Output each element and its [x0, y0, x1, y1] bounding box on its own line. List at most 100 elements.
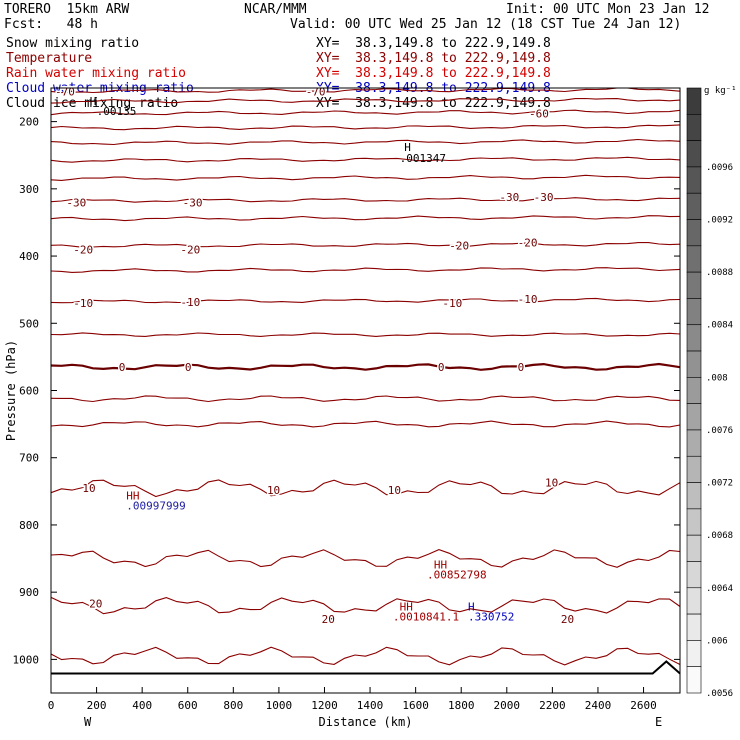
y-tick-label: 200	[19, 116, 39, 129]
extremum-label: HH	[400, 600, 413, 613]
temperature-contour	[50, 297, 681, 304]
contour-label: -10	[180, 296, 200, 309]
colorbar-segment	[686, 140, 702, 168]
y-axis-title: Pressure (hPa)	[4, 340, 18, 441]
temperature-contour	[50, 97, 681, 104]
east-label: E	[655, 715, 662, 729]
colorbar-unit: g kg⁻¹	[704, 86, 737, 96]
colorbar-tick-label: .0068	[706, 531, 733, 541]
colorbar-segment	[686, 455, 702, 483]
extremum-label: H	[404, 141, 411, 154]
field-name: Rain water mixing ratio	[6, 66, 187, 81]
contour-label: -60	[529, 108, 549, 121]
x-tick-label: 1000	[266, 699, 293, 712]
temperature-contour	[50, 174, 681, 181]
colorbar-segment	[686, 587, 702, 615]
colorbar-segment	[686, 377, 702, 404]
contour-label: -70	[306, 85, 326, 98]
field-xy: XY= 38.3,149.8 to 222.9,149.8	[316, 36, 551, 51]
x-tick-label: 2200	[539, 699, 566, 712]
contour-label: 20	[89, 598, 102, 611]
contour-label: 20	[561, 613, 574, 626]
init-time: Init: 00 UTC Mon 23 Jan 12	[506, 2, 710, 17]
y-tick-label: 500	[19, 317, 39, 330]
colorbar-tick-label: .0072	[706, 479, 733, 489]
colorbar-segment	[686, 561, 702, 589]
contour-label: -10	[442, 297, 462, 310]
temperature-contour	[50, 267, 681, 273]
colorbar-segment	[686, 429, 702, 457]
extremum-label: .00997999	[126, 499, 186, 512]
x-tick-label: 1400	[357, 699, 384, 712]
contour-label: 10	[267, 484, 280, 497]
x-tick-label: 800	[223, 699, 243, 712]
contour-label: -20	[180, 243, 200, 256]
field-name: Snow mixing ratio	[6, 36, 140, 51]
extremum-label: .00852798	[427, 569, 487, 582]
contour-label: 20	[322, 613, 335, 626]
valid-time: Valid: 00 UTC Wed 25 Jan 12 (18 CST Tue …	[290, 17, 682, 32]
x-tick-label: 1200	[311, 699, 338, 712]
y-tick-label: 400	[19, 250, 39, 263]
y-tick-label: 600	[19, 385, 39, 398]
temperature-contour	[50, 138, 681, 146]
extremum-label: H	[468, 600, 475, 613]
colorbar-segment	[686, 219, 702, 247]
colorbar-segment	[686, 666, 702, 694]
field-name: Temperature	[6, 51, 93, 66]
contour-label: 0	[119, 361, 126, 374]
temperature-contour	[50, 479, 681, 498]
x-tick-label: 1800	[448, 699, 475, 712]
contour-label: -20	[73, 243, 93, 256]
colorbar-tick-label: .0064	[706, 584, 733, 594]
contour-label: -30	[183, 196, 203, 209]
extremum-label: .0010841.1	[393, 610, 459, 623]
x-tick-label: 200	[87, 699, 107, 712]
extremum-label: .00135	[97, 105, 137, 118]
extremum-label: HH	[434, 559, 447, 572]
contour-label: -30	[66, 196, 86, 209]
x-tick-label: 2400	[585, 699, 612, 712]
colorbar-tick-label: .0096	[706, 163, 733, 173]
colorbar-segment	[686, 114, 702, 141]
x-tick-label: 2600	[630, 699, 657, 712]
colorbar-segment	[686, 271, 702, 299]
colorbar-segment	[686, 245, 702, 273]
y-tick-label: 1000	[13, 653, 40, 666]
y-tick-label: 300	[19, 183, 39, 196]
temperature-contour	[50, 109, 681, 116]
x-tick-label: 0	[48, 699, 55, 712]
colorbar-segment	[686, 87, 702, 115]
contour-label: -30	[499, 191, 519, 204]
x-tick-label: 1600	[402, 699, 429, 712]
colorbar-segment	[686, 640, 702, 667]
extremum-label: HH	[126, 489, 139, 502]
colorbar-tick-label: .006	[706, 636, 728, 646]
colorbar-tick-label: .0084	[706, 321, 733, 331]
forecast-hour: Fcst: 48 h	[4, 17, 98, 32]
temperature-contour	[50, 215, 681, 222]
temperature-contour	[50, 156, 681, 163]
temperature-contour	[50, 596, 681, 615]
contour-label: 0	[518, 361, 525, 374]
contour-label: -10	[518, 293, 538, 306]
contour-label: 10	[82, 482, 95, 495]
temperature-contour	[50, 124, 681, 131]
temperature-contour	[50, 549, 681, 568]
temperature-contour	[50, 646, 681, 666]
model-title: TORERO 15km ARW	[4, 2, 130, 17]
temperature-contour	[50, 362, 681, 371]
contour-label: -10	[73, 297, 93, 310]
colorbar-tick-label: .0076	[706, 426, 733, 436]
temperature-contour	[50, 197, 681, 203]
temperature-contour	[50, 87, 681, 94]
temperature-contour	[50, 242, 681, 248]
contour-label: -20	[518, 237, 538, 250]
y-tick-label: 800	[19, 519, 39, 532]
field-xy: XY= 38.3,149.8 to 222.9,149.8	[316, 66, 551, 81]
colorbar-segment	[686, 298, 702, 326]
colorbar-segment	[686, 350, 702, 378]
field-xy: XY= 38.3,149.8 to 222.9,149.8	[316, 51, 551, 66]
x-tick-label: 400	[132, 699, 152, 712]
